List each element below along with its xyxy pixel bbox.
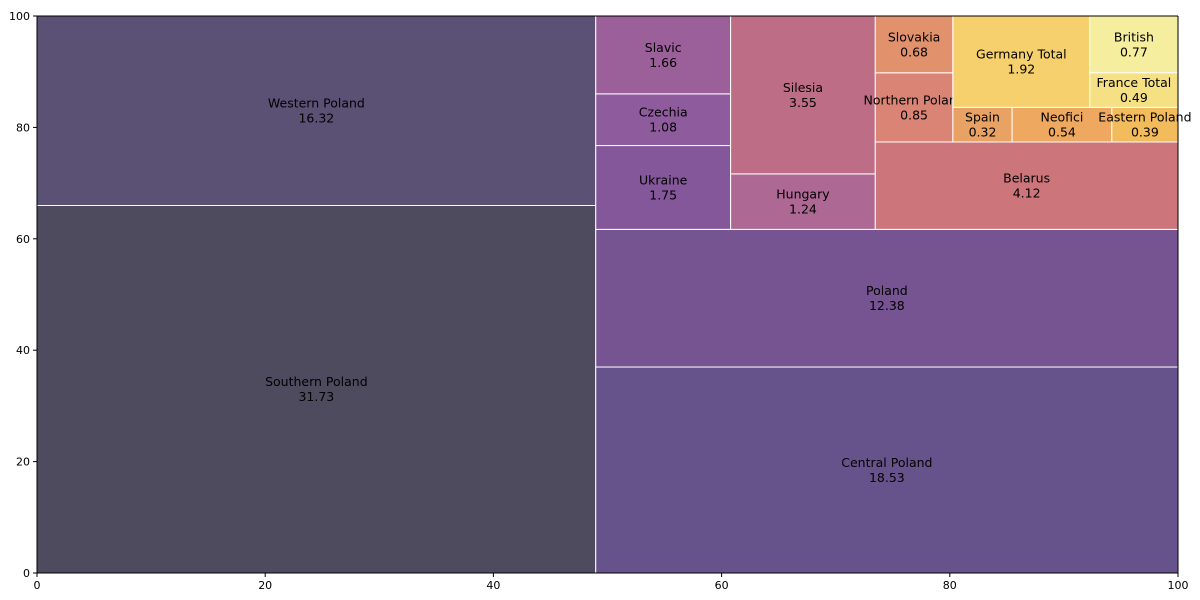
tile-slovakia xyxy=(874,15,954,74)
tile-label-neofici: Neofici xyxy=(1040,110,1083,125)
x-tick-label: 40 xyxy=(486,579,500,592)
tile-value-germany-total: 1.92 xyxy=(1007,62,1035,77)
tile-label-germany-total: Germany Total xyxy=(976,47,1067,62)
tile-label-poland: Poland xyxy=(866,283,908,298)
y-tick-label: 0 xyxy=(23,567,30,580)
tile-value-silesia: 3.55 xyxy=(789,95,817,110)
tile-label-northern-poland: Northern Poland xyxy=(863,92,964,107)
tile-czechia xyxy=(595,93,732,147)
tile-label-central-poland: Central Poland xyxy=(841,455,932,470)
y-tick-label: 40 xyxy=(16,344,30,357)
tile-southern-poland xyxy=(36,204,597,574)
y-tick-label: 60 xyxy=(16,233,30,246)
tile-belarus xyxy=(874,141,1179,230)
tile-value-slavic: 1.66 xyxy=(649,55,677,70)
tile-label-ukraine: Ukraine xyxy=(639,172,688,187)
tile-value-southern-poland: 31.73 xyxy=(298,389,334,404)
tile-label-slavic: Slavic xyxy=(645,40,682,55)
x-tick-label: 100 xyxy=(1168,579,1189,592)
tile-british xyxy=(1089,15,1179,74)
tile-silesia xyxy=(730,15,876,175)
tile-label-belarus: Belarus xyxy=(1003,171,1050,186)
y-tick-label: 80 xyxy=(16,121,30,134)
tile-value-ukraine: 1.75 xyxy=(649,187,677,202)
x-tick-label: 20 xyxy=(258,579,272,592)
tile-value-france-total: 0.49 xyxy=(1120,90,1148,105)
tile-ukraine xyxy=(595,145,732,230)
tile-label-western-poland: Western Poland xyxy=(268,96,365,111)
tile-label-france-total: France Total xyxy=(1097,75,1172,90)
tile-value-eastern-poland: 0.39 xyxy=(1131,125,1159,140)
tile-hungary xyxy=(730,173,876,230)
tile-label-slovakia: Slovakia xyxy=(888,29,940,44)
tile-slavic xyxy=(595,15,732,95)
tile-value-poland: 12.38 xyxy=(869,298,905,313)
tile-label-southern-poland: Southern Poland xyxy=(265,374,368,389)
tile-label-hungary: Hungary xyxy=(776,187,830,202)
tile-value-spain: 0.32 xyxy=(969,125,997,140)
tile-spain xyxy=(952,106,1013,143)
tile-poland xyxy=(595,228,1179,368)
tile-label-spain: Spain xyxy=(965,110,1000,125)
tile-label-eastern-poland: Eastern Poland xyxy=(1098,110,1191,125)
tile-value-czechia: 1.08 xyxy=(649,120,677,135)
tile-value-western-poland: 16.32 xyxy=(298,111,334,126)
y-ticks: 0 20 40 60 80 100 xyxy=(9,10,37,580)
x-tick-label: 80 xyxy=(943,579,957,592)
tile-label-silesia: Silesia xyxy=(783,80,823,95)
tile-value-british: 0.77 xyxy=(1120,44,1148,59)
axes xyxy=(36,15,1179,574)
x-tick-label: 0 xyxy=(34,579,41,592)
tile-value-hungary: 1.24 xyxy=(789,202,817,217)
tile-label-czechia: Czechia xyxy=(639,105,688,120)
tile-value-slovakia: 0.68 xyxy=(900,44,928,59)
tile-western-poland xyxy=(36,15,597,206)
y-tick-label: 100 xyxy=(9,10,30,23)
x-tick-label: 60 xyxy=(715,579,729,592)
x-ticks: 0 20 40 60 80 100 xyxy=(34,573,1189,592)
tile-value-northern-poland: 0.85 xyxy=(900,107,928,122)
tile-value-neofici: 0.54 xyxy=(1048,125,1076,140)
tile-label-british: British xyxy=(1114,29,1154,44)
tile-value-belarus: 4.12 xyxy=(1013,186,1041,201)
y-tick-label: 20 xyxy=(16,456,30,469)
tile-value-central-poland: 18.53 xyxy=(869,470,905,485)
